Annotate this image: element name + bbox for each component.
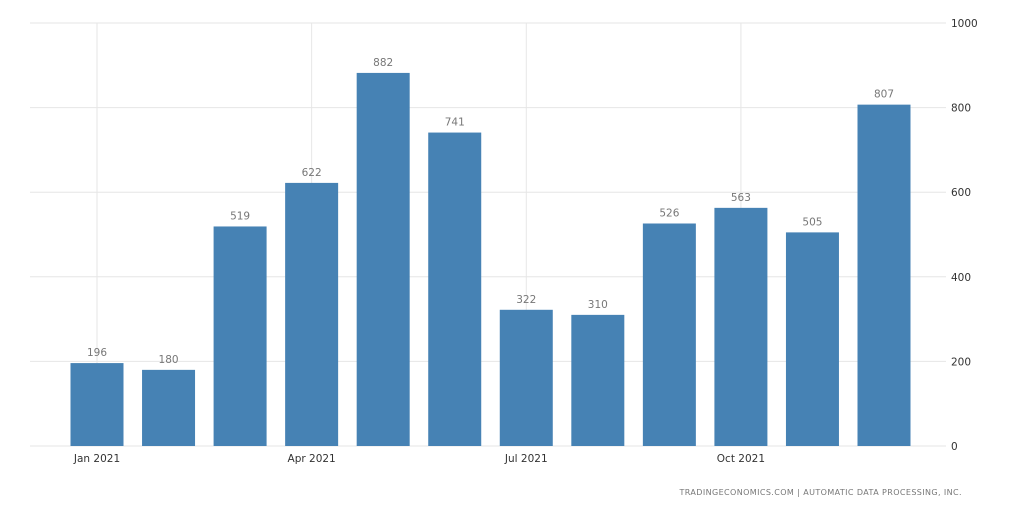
data-label: 741 xyxy=(445,117,465,129)
data-label: 526 xyxy=(659,208,679,220)
bar xyxy=(142,369,196,446)
y-tick-label: 200 xyxy=(951,356,971,368)
y-tick-label: 0 xyxy=(951,441,958,453)
data-label: 563 xyxy=(731,192,751,204)
data-label: 196 xyxy=(87,347,107,359)
bar xyxy=(642,223,696,446)
x-tick-label: Jul 2021 xyxy=(504,453,548,465)
data-label: 807 xyxy=(874,89,894,101)
y-tick-label: 600 xyxy=(951,187,971,199)
data-label: 310 xyxy=(588,299,608,311)
y-tick-label: 400 xyxy=(951,272,971,284)
bar xyxy=(785,232,839,446)
data-label: 519 xyxy=(230,210,250,222)
bar xyxy=(213,226,267,446)
bar xyxy=(571,314,625,446)
data-label: 882 xyxy=(373,57,393,69)
x-tick-label: Jan 2021 xyxy=(73,453,120,465)
x-tick-label: Oct 2021 xyxy=(717,453,765,465)
data-label: 505 xyxy=(802,216,822,228)
bar xyxy=(70,363,124,446)
bar xyxy=(499,309,553,446)
bars xyxy=(70,72,911,447)
y-tick-label: 800 xyxy=(951,103,971,115)
data-label: 622 xyxy=(302,167,322,179)
y-axis: 0 200 400 600 800 1000 xyxy=(951,18,978,453)
bar xyxy=(857,104,911,446)
data-label: 180 xyxy=(159,354,179,366)
bar xyxy=(356,72,410,446)
y-tick-label: 1000 xyxy=(951,18,978,30)
bar xyxy=(285,182,339,447)
value-labels: 196 180 519 622 882 741 322 310 526 563 505 807 xyxy=(87,57,894,366)
bar xyxy=(428,132,482,446)
data-label: 322 xyxy=(516,294,536,306)
bar xyxy=(714,207,768,446)
x-axis: Jan 2021 Apr 2021 Jul 2021 Oct 2021 xyxy=(73,453,765,465)
source-attribution: TRADINGECONOMICS.COM | AUTOMATIC DATA PR… xyxy=(679,488,962,497)
x-tick-label: Apr 2021 xyxy=(288,453,336,465)
